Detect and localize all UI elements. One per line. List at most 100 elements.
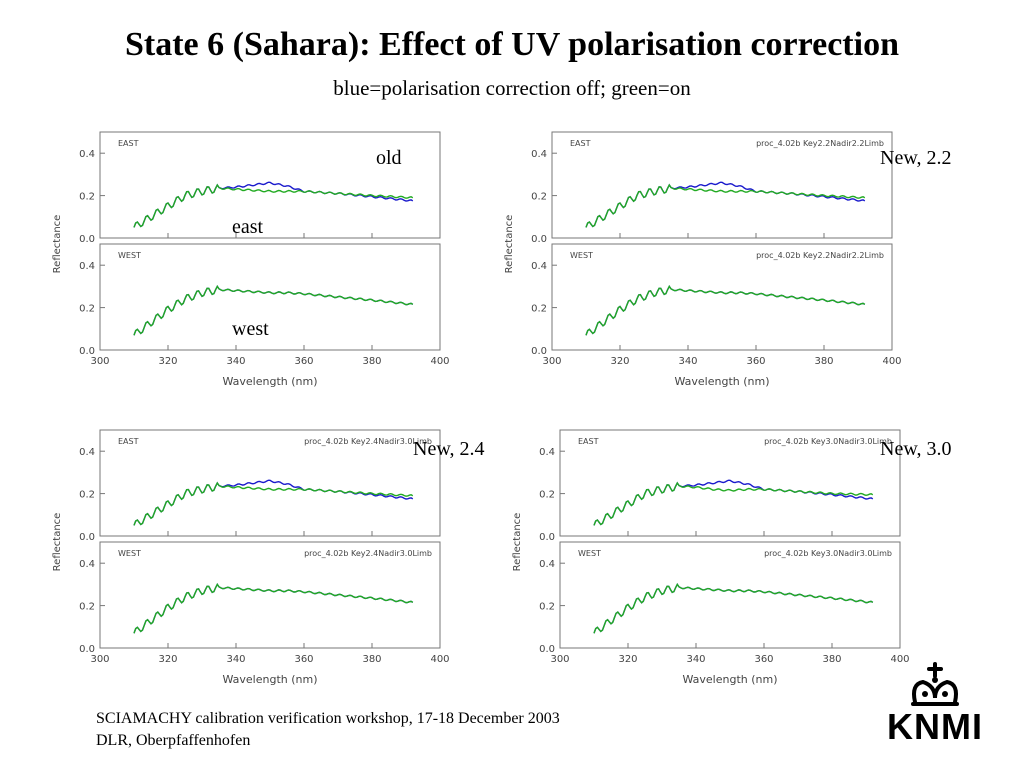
y-axis-label: Reflectance	[52, 215, 63, 274]
y-tick-label: 0.2	[79, 490, 95, 501]
panel-frame	[551, 131, 893, 239]
y-tick-label: 0.2	[539, 602, 555, 613]
y-tick-label: 0.0	[79, 644, 95, 655]
series-line-blue	[593, 479, 874, 526]
y-tick-label: 0.4	[79, 447, 95, 458]
x-tick-label: 320	[610, 356, 629, 367]
y-tick-label: 0.0	[79, 234, 95, 245]
y-axis-label: Reflectance	[504, 215, 515, 274]
y-axis-label: Reflectance	[512, 513, 523, 572]
panel-frame	[559, 429, 901, 537]
series-line-green	[133, 183, 414, 228]
x-tick-label: 300	[90, 356, 109, 367]
version-label: proc_4.02b Key3.0Nadir3.0Limb	[764, 549, 892, 558]
y-tick-label: 0.0	[531, 346, 547, 357]
y-tick-label: 0.4	[531, 261, 547, 272]
label-west: west	[232, 318, 269, 340]
x-tick-label: 300	[90, 654, 109, 665]
series-line-blue	[585, 181, 866, 228]
x-axis-label: Wavelength (nm)	[682, 673, 777, 686]
panel-frame	[99, 131, 441, 239]
crown-icon	[911, 662, 959, 706]
x-tick-label: 380	[822, 654, 841, 665]
x-tick-label: 340	[226, 356, 245, 367]
footer: SCIAMACHY calibration verification works…	[96, 708, 560, 752]
x-tick-label: 400	[430, 654, 449, 665]
y-tick-label: 0.0	[79, 346, 95, 357]
version-label: proc_4.02b Key3.0Nadir3.0Limb	[764, 437, 892, 446]
panel-frame	[551, 243, 893, 351]
y-tick-label: 0.4	[531, 149, 547, 160]
version-label: proc_4.02b Key2.2Nadir2.2Limb	[756, 139, 884, 148]
x-tick-label: 360	[294, 356, 313, 367]
series-line-green	[133, 583, 414, 634]
chart-figure-new-3-0: 0.0 0.2 0.4 EAST proc_4.02b Key3.0Nadir3.0Li…	[508, 424, 968, 704]
label-new-2-4: New, 2.4	[413, 438, 485, 460]
x-tick-label: 320	[618, 654, 637, 665]
label-new-2-2: New, 2.2	[880, 147, 952, 169]
knmi-logo-text: KNMI	[887, 706, 983, 747]
footer-line-2: DLR, Oberpfaffenhofen	[96, 732, 251, 749]
panel-frame	[559, 541, 901, 649]
x-tick-label: 320	[158, 654, 177, 665]
x-tick-label: 300	[542, 356, 561, 367]
x-tick-label: 400	[882, 356, 901, 367]
label-new-3-0: New, 3.0	[880, 438, 952, 460]
footer-line-1: SCIAMACHY calibration verification works…	[96, 710, 560, 727]
page-subtitle: blue=polarisation correction off; green=…	[333, 76, 691, 100]
series-line-blue	[133, 181, 414, 228]
panel-frame	[99, 541, 441, 649]
x-tick-label: 380	[362, 356, 381, 367]
x-axis-label: Wavelength (nm)	[674, 375, 769, 388]
panel-name: WEST	[118, 549, 141, 558]
knmi-logo: KNMI	[885, 662, 985, 748]
panel-name: WEST	[578, 549, 601, 558]
y-tick-label: 0.2	[531, 192, 547, 203]
y-tick-label: 0.0	[539, 532, 555, 543]
panel-frame	[99, 429, 441, 537]
panel-name: EAST	[578, 437, 599, 446]
x-axis-label: Wavelength (nm)	[222, 375, 317, 388]
x-tick-label: 340	[686, 654, 705, 665]
version-label: proc_4.02b Key2.4Nadir3.0Limb	[304, 549, 432, 558]
page-title: State 6 (Sahara): Effect of UV polarisat…	[125, 26, 899, 63]
label-east: east	[232, 216, 264, 238]
series-line-green	[593, 583, 874, 634]
panel-name: EAST	[118, 437, 139, 446]
y-tick-label: 0.2	[539, 490, 555, 501]
x-tick-label: 400	[430, 356, 449, 367]
y-tick-label: 0.0	[531, 234, 547, 245]
version-label: proc_4.02b Key2.4Nadir3.0Limb	[304, 437, 432, 446]
chart-svg: 0.0 0.2 0.4 EAST proc_4.02b Key2.2Nadir2.2Li…	[504, 131, 902, 388]
series-line-green	[585, 183, 866, 228]
chart-figure-old: 0.0 0.2 0.4 EAST 0.0 0.2 0.4 WEST 300 320 340 360 38…	[48, 126, 508, 406]
series-line-green	[585, 285, 866, 336]
chart-svg: 0.0 0.2 0.4 EAST 0.0 0.2 0.4 WEST 300 320 340 360 38…	[52, 131, 450, 388]
chart-svg: 0.0 0.2 0.4 EAST proc_4.02b Key2.4Nadir3.0Li…	[52, 429, 450, 686]
x-tick-label: 380	[362, 654, 381, 665]
y-tick-label: 0.2	[531, 304, 547, 315]
x-tick-label: 340	[226, 654, 245, 665]
series-line-green	[133, 481, 414, 526]
panel-frame	[99, 243, 441, 351]
x-tick-label: 380	[814, 356, 833, 367]
y-tick-label: 0.4	[79, 261, 95, 272]
x-tick-label: 360	[294, 654, 313, 665]
y-tick-label: 0.2	[79, 602, 95, 613]
panel-name: WEST	[118, 251, 141, 260]
panel-name: WEST	[570, 251, 593, 260]
y-tick-label: 0.2	[79, 304, 95, 315]
x-tick-label: 300	[550, 654, 569, 665]
version-label: proc_4.02b Key2.2Nadir2.2Limb	[756, 251, 884, 260]
x-tick-label: 320	[158, 356, 177, 367]
series-line-blue	[133, 479, 414, 526]
x-axis-label: Wavelength (nm)	[222, 673, 317, 686]
x-tick-label: 340	[678, 356, 697, 367]
y-tick-label: 0.4	[79, 559, 95, 570]
y-tick-label: 0.4	[539, 559, 555, 570]
y-axis-label: Reflectance	[52, 513, 63, 572]
y-tick-label: 0.0	[79, 532, 95, 543]
panel-name: EAST	[118, 139, 139, 148]
y-tick-label: 0.0	[539, 644, 555, 655]
series-line-green	[133, 285, 414, 336]
